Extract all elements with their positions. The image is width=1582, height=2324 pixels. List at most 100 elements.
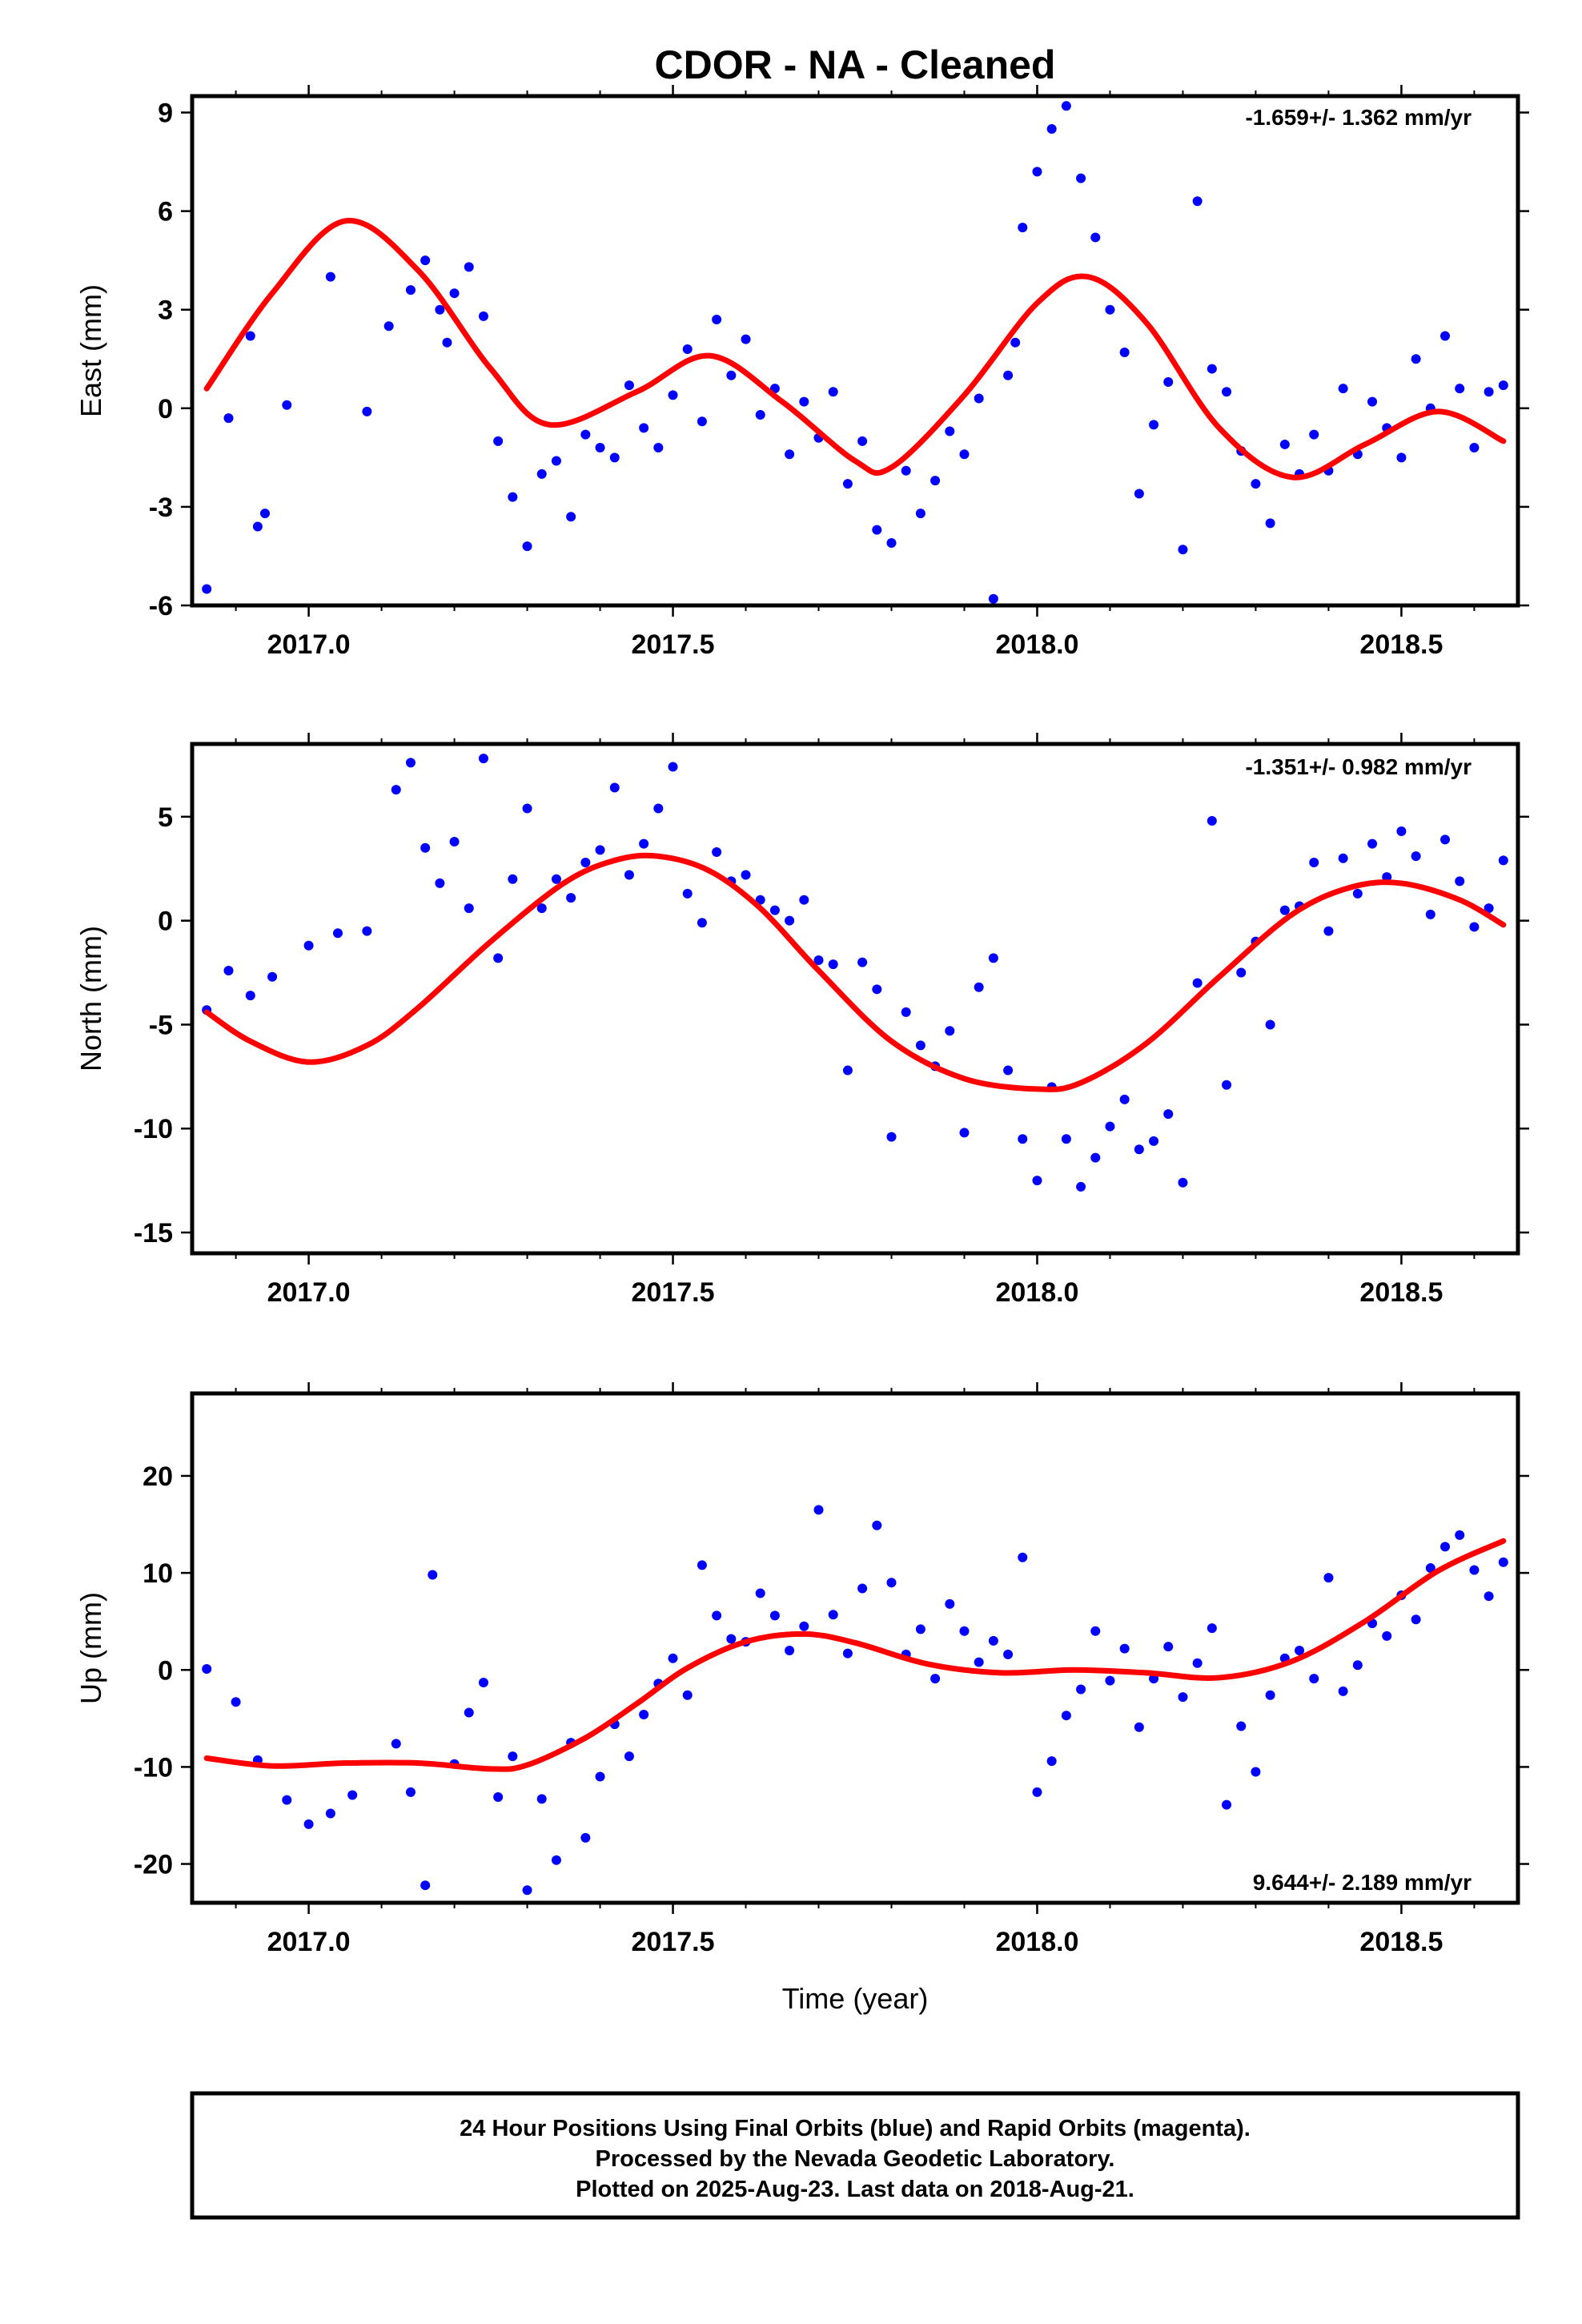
east-data-point (974, 393, 984, 404)
east-data-point (872, 525, 882, 535)
east-data-point (609, 452, 620, 463)
east-data-point (595, 443, 605, 453)
north-data-point (609, 782, 620, 793)
east-data-point (755, 410, 765, 420)
north-data-point (1076, 1181, 1086, 1192)
north-data-point (1309, 857, 1319, 867)
up-y-tick-label: -20 (134, 1850, 173, 1880)
up-data-point (1018, 1552, 1028, 1562)
north-x-tick-label: 2018.0 (995, 1277, 1078, 1308)
up-plot-frame (190, 1391, 1520, 1905)
up-data-point (595, 1771, 605, 1782)
east-data-point (1469, 443, 1480, 453)
east-data-point (1192, 196, 1203, 207)
north-plot-frame (190, 742, 1520, 1256)
footer-line-3: Plotted on 2025-Aug-23. Last data on 201… (576, 2177, 1134, 2202)
east-data-point (653, 443, 664, 453)
east-data-point (886, 538, 897, 549)
up-data-point (1032, 1787, 1042, 1797)
north-data-point (420, 842, 431, 853)
north-data-point (624, 870, 634, 880)
north-data-point (478, 754, 488, 764)
north-data-point (536, 903, 547, 914)
north-data-point (901, 1007, 911, 1017)
up-data-point (1163, 1642, 1174, 1652)
north-data-point (886, 1132, 897, 1142)
north-data-point (1396, 826, 1407, 837)
north-data-point (1498, 855, 1508, 866)
north-data-layer (202, 754, 1508, 1192)
north-x-tick-label: 2017.0 (267, 1277, 351, 1308)
north-data-point (1105, 1121, 1115, 1132)
north-data-point (828, 959, 838, 970)
east-data-point (828, 387, 838, 397)
east-data-point (202, 584, 212, 594)
north-data-point (842, 1065, 853, 1076)
east-data-point (282, 400, 292, 410)
east-data-point (435, 304, 445, 315)
north-data-point (449, 837, 460, 847)
east-data-point (1367, 396, 1378, 407)
up-data-point (1352, 1660, 1363, 1671)
up-data-point (1003, 1649, 1014, 1659)
east-data-point (259, 509, 270, 519)
up-data-point (1207, 1623, 1217, 1634)
east-data-point (1003, 370, 1014, 380)
north-data-point (712, 846, 722, 857)
north-data-point (464, 903, 474, 914)
footer-line-2: Processed by the Nevada Geodetic Laborat… (596, 2146, 1115, 2172)
north-data-point (1265, 1019, 1275, 1030)
east-data-point (1018, 223, 1028, 233)
north-data-point (697, 918, 707, 928)
east-panel: 2017.0 2017.5 2018.0 2018.5 -6 -3 0 3 6 9 East (mm… (74, 85, 1529, 660)
north-data-point (769, 905, 780, 915)
east-y-axis-label: East (mm) (74, 284, 107, 417)
north-data-point (1382, 872, 1392, 883)
up-data-point (508, 1751, 518, 1762)
up-data-point (1411, 1614, 1421, 1625)
north-data-point (915, 1040, 926, 1051)
up-y-tick-label: -10 (134, 1752, 173, 1783)
east-data-point (493, 436, 504, 446)
east-x-tick-label: 2018.5 (1359, 629, 1443, 660)
up-data-point (282, 1795, 292, 1805)
north-data-point (1279, 905, 1290, 915)
up-data-point (1484, 1591, 1494, 1602)
east-data-point (1498, 380, 1508, 391)
up-data-point (668, 1653, 678, 1663)
east-data-point (857, 436, 868, 446)
up-data-point (1236, 1721, 1247, 1731)
east-data-point (682, 344, 693, 354)
up-data-point (828, 1610, 838, 1620)
up-data-point (785, 1646, 795, 1656)
up-y-tick-label: 0 (158, 1655, 173, 1686)
east-data-point (464, 262, 474, 272)
east-x-tick-label: 2017.0 (267, 629, 351, 660)
east-fit-curve (203, 218, 1507, 480)
up-data-point (1425, 1563, 1435, 1574)
east-data-point (1411, 354, 1421, 364)
east-data-point (420, 255, 431, 266)
x-axis-label: Time (year) (782, 1982, 929, 2015)
up-data-point (857, 1583, 868, 1594)
up-data-point (202, 1664, 212, 1675)
north-data-point (1032, 1176, 1042, 1186)
up-x-tick-label: 2018.5 (1359, 1927, 1443, 1957)
north-data-point (653, 803, 664, 814)
north-data-point (1425, 909, 1435, 919)
east-data-point (1251, 479, 1261, 489)
north-data-point (1352, 888, 1363, 899)
east-data-point (508, 492, 518, 502)
north-data-point (785, 915, 795, 926)
east-data-point (1149, 420, 1159, 430)
up-data-point (522, 1885, 532, 1896)
east-data-point (915, 509, 926, 519)
east-data-point (624, 380, 634, 391)
east-data-point (1105, 304, 1115, 315)
north-data-point (1163, 1109, 1174, 1120)
up-data-point (1295, 1646, 1305, 1656)
north-data-point (1192, 978, 1203, 988)
east-y-tick-label: 6 (158, 197, 173, 227)
up-data-point (624, 1751, 634, 1762)
east-data-point (1338, 384, 1348, 394)
